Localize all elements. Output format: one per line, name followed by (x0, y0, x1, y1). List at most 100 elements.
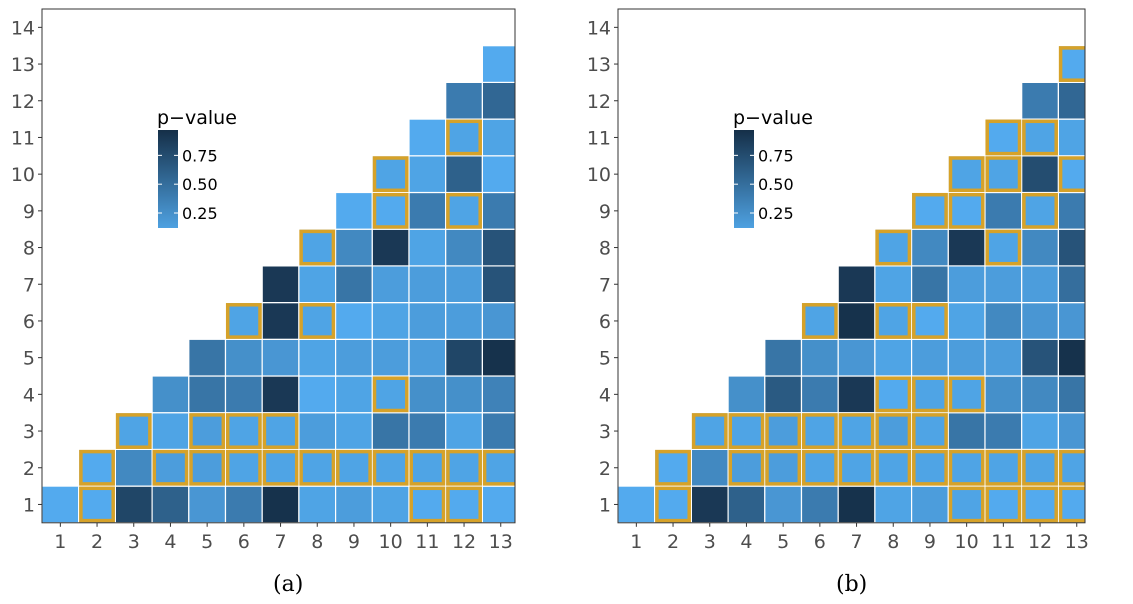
highlighted-cell (225, 413, 262, 449)
heatmap-cell (335, 302, 373, 340)
y-tick-label: 8 (23, 238, 35, 260)
highlighted-cell (189, 413, 226, 449)
x-tick-label: 3 (128, 531, 140, 553)
heatmap-cell (519, 303, 556, 340)
heatmap-cell (1057, 375, 1085, 414)
heatmap-cell (445, 191, 484, 230)
heatmap-cell (445, 412, 484, 451)
highlighted-cell (1058, 156, 1085, 193)
x-tick-label: 1 (54, 531, 66, 553)
heatmap-cell (224, 375, 263, 414)
plot-border (617, 8, 1086, 524)
highlighted-cell (372, 156, 409, 193)
heatmap-cell (408, 302, 447, 340)
heatmap-cell (151, 375, 190, 414)
heatmap-cell (408, 412, 447, 451)
heatmap-cell (727, 412, 766, 451)
heatmap-cell (408, 338, 447, 377)
highlighted-cell (336, 449, 372, 486)
heatmap-cell (984, 302, 1023, 340)
heatmap-cell (874, 265, 913, 304)
highlighted-cell (262, 449, 299, 486)
heatmap-cell (911, 302, 949, 340)
y-tick-label: 6 (23, 311, 35, 333)
x-tick-label: 9 (348, 531, 360, 553)
heatmap-cell (78, 485, 116, 523)
highlighted-cell (446, 486, 482, 523)
heatmap-cell (519, 193, 556, 230)
heatmap-cell (1095, 193, 1132, 230)
heatmap-cell (837, 375, 876, 414)
heatmap-cell (151, 485, 190, 523)
heatmap-cell (874, 412, 913, 451)
heatmap-cell (261, 338, 300, 377)
highlighted-cell (372, 192, 409, 229)
heatmap-cell (408, 155, 447, 194)
x-tick-label: 6 (238, 531, 250, 553)
x-tick-label: 4 (164, 531, 176, 553)
highlighted-cell (1022, 449, 1058, 486)
highlighted-cell (409, 449, 446, 486)
heatmap-cell (519, 376, 556, 413)
heatmap-cell (800, 302, 839, 340)
heatmap-cell (1095, 9, 1132, 46)
heatmap-cell (947, 155, 986, 194)
y-tick-label: 9 (599, 201, 611, 223)
heatmap-cell (445, 302, 484, 340)
heatmap-cell (1057, 118, 1085, 157)
heatmap-cell (1021, 448, 1060, 487)
heatmap-cell (408, 448, 447, 487)
highlighted-cell (482, 449, 515, 486)
heatmap-cell (481, 155, 515, 194)
heatmap-cell (911, 375, 949, 414)
heatmap-cell (78, 448, 116, 487)
heatmap-cell (874, 228, 913, 267)
heatmap-cell (445, 485, 484, 523)
x-tick-label: 6 (814, 531, 826, 553)
heatmap-cell (298, 302, 337, 340)
heatmap-cell (800, 412, 839, 451)
heatmap-cell (445, 375, 484, 414)
y-tick-label: 14 (587, 17, 611, 39)
heatmap-cell (800, 448, 839, 487)
x-tick-label: 13 (1065, 531, 1089, 553)
highlighted-cell (912, 449, 948, 486)
heatmap-cell (1021, 265, 1060, 304)
highlighted-cell (446, 192, 482, 229)
x-tick-label: 11 (415, 531, 439, 553)
highlighted-cell (262, 413, 299, 449)
highlighted-cell (409, 486, 446, 523)
highlighted-cell (1022, 192, 1058, 229)
highlighted-cell (299, 449, 336, 486)
heatmap-cell (874, 448, 913, 487)
highlighted-cell (801, 449, 838, 486)
highlighted-cell (115, 413, 152, 449)
y-tick-label: 5 (599, 348, 611, 370)
heatmap-cell (1021, 81, 1060, 120)
y-tick-label: 11 (587, 127, 611, 149)
heatmap-cell (481, 485, 515, 523)
heatmap-cell (911, 485, 949, 523)
legend-tick-label: 0.50 (182, 175, 218, 194)
heatmap-cell (1095, 229, 1132, 266)
heatmap-cell (947, 265, 986, 304)
heatmap-cell (42, 485, 80, 523)
heatmap-cell (911, 412, 949, 451)
heatmap-cell (690, 485, 729, 523)
highlighted-cell (1097, 48, 1129, 80)
heatmap-cell (874, 375, 913, 414)
heatmap-cell (445, 81, 484, 120)
heatmap-cell (261, 412, 300, 451)
heatmap-cell (445, 155, 484, 194)
heatmap-cell (519, 119, 556, 156)
highlighted-cell (875, 229, 912, 266)
x-tick-label: 2 (91, 531, 103, 553)
tiles-group (618, 9, 1132, 523)
heatmap-cell (984, 485, 1023, 523)
heatmap-cell (298, 265, 337, 304)
highlighted-cell (728, 449, 765, 486)
heatmap-cell (151, 412, 190, 451)
legend-title: p−value (157, 107, 237, 129)
legend-tick-label: 0.75 (182, 146, 218, 165)
